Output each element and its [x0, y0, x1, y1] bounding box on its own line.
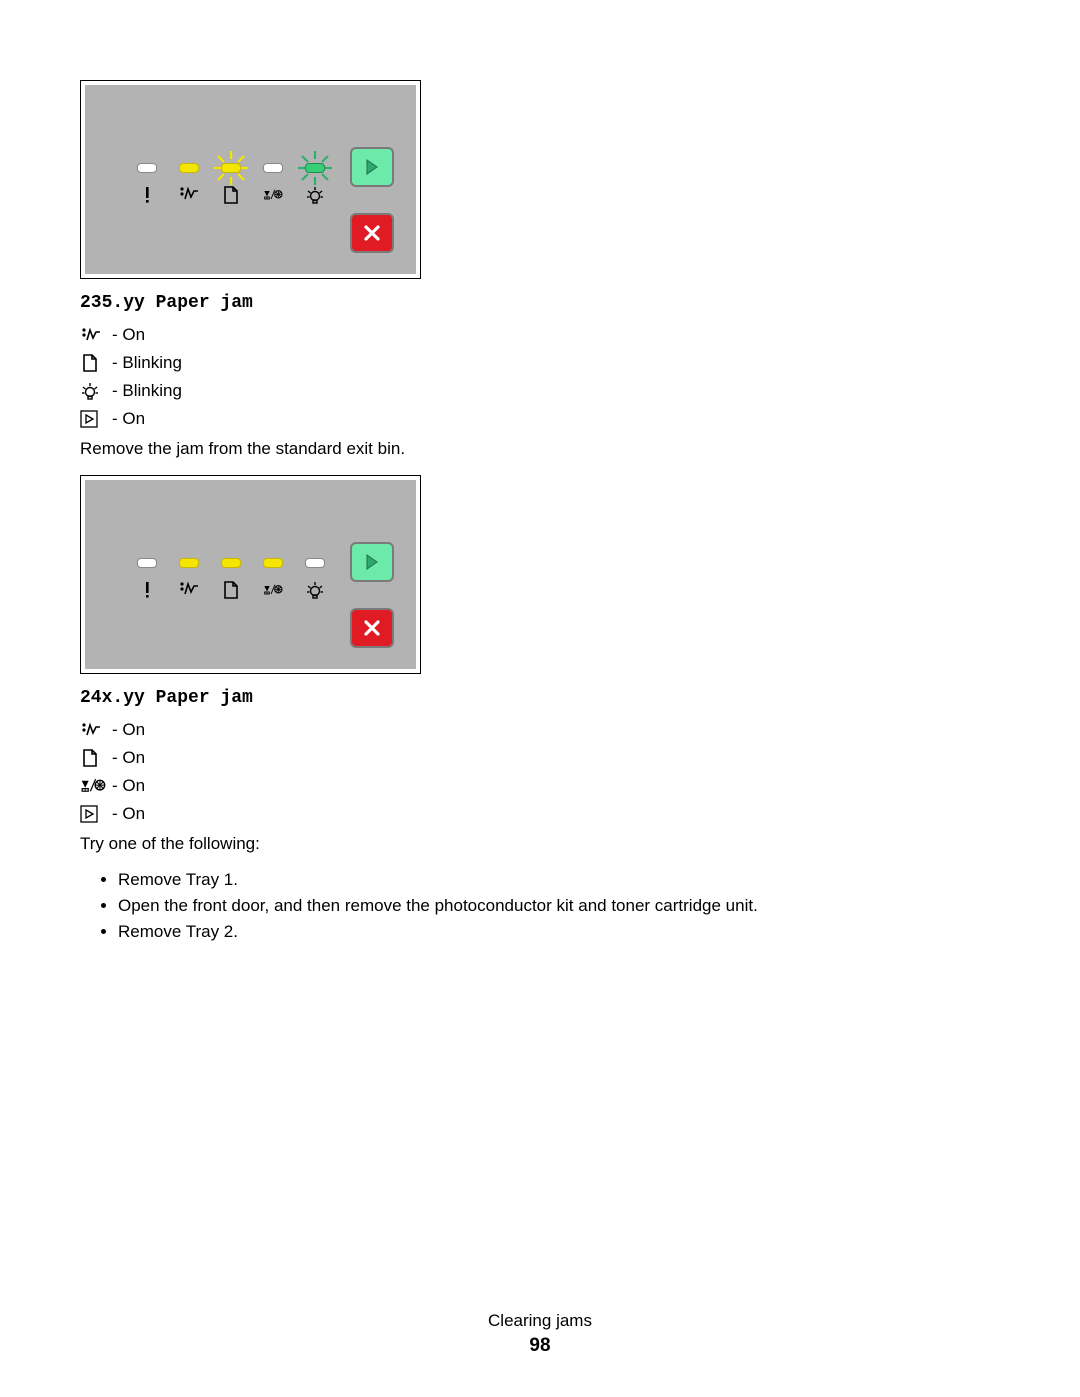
indicator-row [137, 163, 325, 173]
play-icon [361, 156, 383, 178]
bulb-icon [305, 185, 325, 205]
indicator-led [137, 163, 157, 173]
paper-icon [221, 580, 241, 600]
status-text: - Blinking [112, 381, 182, 401]
instruction-text: Try one of the following: [80, 834, 1000, 854]
error-code-heading: 235.yy Paper jam [80, 293, 1000, 313]
page-number: 98 [0, 1335, 1080, 1357]
step-item: Open the front door, and then remove the… [118, 896, 1000, 916]
paper-icon [80, 748, 106, 768]
document-page: 235.yy Paper jam - On - Blinking - Blink… [0, 0, 1080, 1397]
bulb-icon [80, 381, 106, 401]
panel-bg [85, 85, 416, 274]
play-icon [361, 551, 383, 573]
printer-panel-figure-2 [80, 475, 421, 674]
status-text: - On [112, 409, 145, 429]
indicator-labels [137, 185, 325, 205]
indicator-row [137, 558, 325, 568]
exclaim-icon [137, 185, 157, 205]
step-item: Remove Tray 2. [118, 922, 1000, 942]
bulb-icon [305, 580, 325, 600]
indicator-led [179, 558, 199, 568]
cancel-button [350, 608, 394, 648]
indicator-led [305, 558, 325, 568]
close-icon [362, 223, 382, 243]
panel-bg [85, 480, 416, 669]
jam-icon [80, 721, 106, 739]
instruction-text: Remove the jam from the standard exit bi… [80, 439, 1000, 459]
toner-icon [80, 776, 106, 796]
cancel-button [350, 213, 394, 253]
status-text: - On [112, 720, 145, 740]
exclaim-icon [137, 580, 157, 600]
play-button [350, 542, 394, 582]
close-icon [362, 618, 382, 638]
indicator-labels [137, 580, 325, 600]
indicator-led-blinking [221, 163, 241, 173]
paper-icon [80, 353, 106, 373]
status-line: - On [80, 804, 1000, 824]
status-text: - On [112, 748, 145, 768]
indicator-led-blinking [305, 163, 325, 173]
status-line: - On [80, 409, 1000, 429]
printer-panel-figure-1 [80, 80, 421, 279]
paper-icon [221, 185, 241, 205]
play-icon [80, 410, 106, 428]
indicator-led [137, 558, 157, 568]
page-footer: Clearing jams 98 [0, 1311, 1080, 1357]
play-button [350, 147, 394, 187]
status-line: - Blinking [80, 381, 1000, 401]
status-line: - On [80, 325, 1000, 345]
status-text: - On [112, 325, 145, 345]
status-text: - Blinking [112, 353, 182, 373]
status-line: - On [80, 720, 1000, 740]
status-text: - On [112, 804, 145, 824]
jam-icon [179, 580, 199, 600]
error-code-heading: 24x.yy Paper jam [80, 688, 1000, 708]
steps-list: Remove Tray 1. Open the front door, and … [118, 870, 1000, 942]
status-text: - On [112, 776, 145, 796]
status-line: - On [80, 748, 1000, 768]
toner-icon [263, 185, 283, 205]
indicator-led [263, 163, 283, 173]
status-line: - Blinking [80, 353, 1000, 373]
footer-section-title: Clearing jams [0, 1311, 1080, 1331]
step-item: Remove Tray 1. [118, 870, 1000, 890]
jam-icon [179, 185, 199, 205]
indicator-led [221, 558, 241, 568]
toner-icon [263, 580, 283, 600]
indicator-led [263, 558, 283, 568]
indicator-led [179, 163, 199, 173]
jam-icon [80, 326, 106, 344]
status-line: - On [80, 776, 1000, 796]
play-icon [80, 805, 106, 823]
